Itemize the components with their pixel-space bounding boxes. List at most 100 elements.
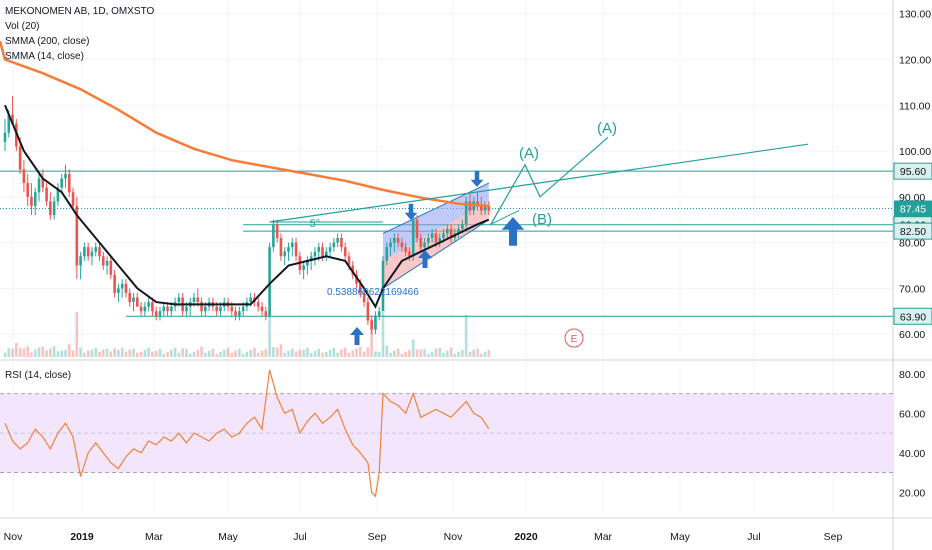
time-tick-label: May [218,531,239,543]
volume-bar [393,350,396,357]
candle-body [64,173,67,179]
candle-body [476,201,479,206]
candle-body [3,132,7,142]
legend-vol[interactable]: Vol (20) [5,21,40,32]
volume-bar [79,347,82,357]
volume-bar [472,349,476,357]
volume-bar [105,348,109,357]
volume-bar [98,351,101,357]
candle-body [279,238,283,257]
volume-bar [449,347,453,357]
wave-b-leg [490,210,520,225]
price-tick-label: 100.00 [899,146,931,158]
time-tick-label: Jul [293,531,306,543]
volume-bar [170,349,173,357]
wave-label-a: (A) [519,145,539,162]
rsi-tick-label: 20.00 [899,487,925,499]
volume-bar [249,349,252,357]
volume-bar [71,350,75,357]
volume-bar [415,349,419,357]
trend-line [269,143,809,223]
volume-bar [468,351,472,357]
volume-bar [26,346,29,357]
volume-bar [15,343,18,357]
volume-bar [309,352,313,357]
volume-bar [400,353,404,357]
volume-bar [275,347,279,357]
candle-body [306,260,309,266]
time-tick-label: Sep [368,531,387,543]
wave-label-b: (B) [532,211,552,228]
volume-bar [355,348,358,357]
candle-body [393,238,396,243]
candle-body [461,224,464,229]
candle-body [158,311,162,316]
time-tick-label: 2020 [514,531,538,543]
candle-body [438,238,441,243]
time-tick-label: May [670,531,691,543]
volume-bar [260,350,264,357]
volume-bar [136,352,139,357]
candle-body [75,205,79,266]
time-tick-label: Jul [747,531,760,543]
volume-bar [442,352,445,357]
volume-bar [22,348,26,357]
volume-bar [461,349,464,357]
volume-bar [215,353,218,357]
candle-body [290,242,294,248]
arrow-up-icon [501,217,525,246]
legend-smma14[interactable]: SMMA (14, close) [5,51,84,62]
candle-body [196,297,200,303]
candle-body [275,224,279,238]
volume-bar [18,348,22,357]
candle-body [366,302,370,321]
candle-body [487,205,491,211]
candle-body [147,302,150,307]
candle-body [359,283,362,293]
candle-body [268,247,271,316]
candle-body [287,247,290,252]
volume-bar [279,344,283,357]
legend-smma200[interactable]: SMMA (200, close) [5,36,90,47]
volume-bar [56,351,60,357]
candle-body [151,302,154,312]
volume-bar [302,349,305,357]
candle-body [408,251,411,257]
volume-bar [60,350,63,357]
candle-body [430,233,434,238]
candle-body [192,297,196,303]
smma14-line [4,104,490,309]
volume-bar [143,349,147,357]
wave-label-c: (A) [597,120,617,137]
candle-body [132,297,135,303]
candle-body [30,196,33,206]
candle-body [124,283,128,293]
volume-bar [86,350,90,357]
volume-bar [166,351,169,357]
candle-body [136,297,139,307]
legend-rsi[interactable]: RSI (14, close) [5,370,72,381]
candle-body [294,242,298,257]
volume-bar [374,351,377,357]
arrow-down-icon [404,203,418,220]
candle-body [154,311,158,316]
legend-symbol[interactable]: MEKONOMEN AB, 1D, OMXSTO [5,6,155,17]
volume-bar [109,351,113,357]
volume-bars [3,312,491,357]
candle-body [309,256,313,261]
volume-bar [154,350,158,357]
volume-bar [120,347,124,357]
angle-label: 5° [310,218,321,230]
volume-bar [158,348,162,357]
volume-bar [83,352,86,357]
arrow-up-icon [350,327,364,345]
time-tick-label: Nov [444,531,463,543]
price-tick-label: 70.00 [899,283,925,295]
candle-body [86,247,90,257]
time-tick-label: 2019 [70,531,94,543]
volume-bar [230,352,234,357]
price-tick-label: 120.00 [899,55,931,67]
volume-bar [177,352,181,357]
